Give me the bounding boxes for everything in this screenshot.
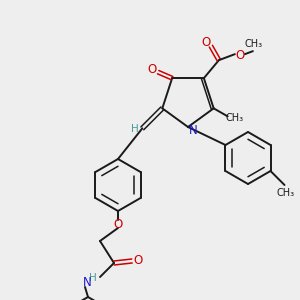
Text: CH₃: CH₃ — [277, 188, 295, 198]
Text: CH₃: CH₃ — [245, 39, 263, 49]
Text: O: O — [201, 36, 211, 49]
Text: O: O — [235, 49, 244, 62]
Text: H: H — [131, 124, 139, 134]
Text: N: N — [189, 124, 197, 136]
Text: O: O — [148, 63, 157, 76]
Text: CH₃: CH₃ — [226, 113, 244, 123]
Text: N: N — [82, 275, 91, 289]
Text: H: H — [89, 273, 97, 283]
Text: O: O — [134, 254, 142, 268]
Text: O: O — [113, 218, 123, 230]
